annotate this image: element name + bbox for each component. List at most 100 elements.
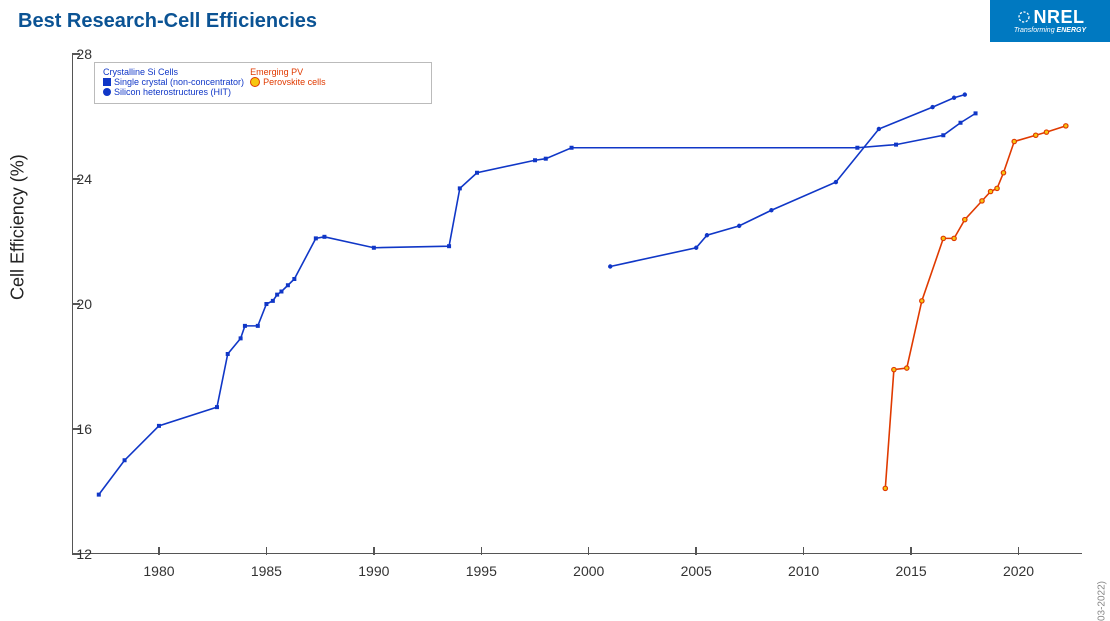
series-marker-si-single-crystal bbox=[286, 283, 290, 287]
legend-group-title: Emerging PV bbox=[250, 67, 326, 77]
revision-text: (Rev. 11-03-2022) bbox=[1097, 581, 1108, 621]
circle-icon bbox=[250, 77, 260, 87]
chart-plot-area: 198019851990199520002005201020152020 bbox=[72, 54, 1082, 554]
series-marker-si-single-crystal bbox=[959, 121, 963, 125]
legend-item: Perovskite cells bbox=[250, 77, 326, 88]
x-tick bbox=[695, 547, 697, 555]
series-marker-perovskite bbox=[988, 189, 992, 193]
series-marker-si-single-crystal bbox=[447, 244, 451, 248]
series-marker-perovskite bbox=[1034, 133, 1038, 137]
y-axis-title: Cell Efficiency (%) bbox=[8, 154, 29, 300]
series-marker-perovskite bbox=[1064, 124, 1068, 128]
series-marker-si-hit bbox=[834, 180, 838, 184]
y-tick-label: 24 bbox=[76, 171, 92, 187]
x-tick bbox=[803, 547, 805, 555]
y-tick-label: 16 bbox=[76, 421, 92, 437]
nrel-logo-text: NREL bbox=[1034, 8, 1085, 26]
series-marker-si-single-crystal bbox=[256, 324, 260, 328]
series-marker-si-single-crystal bbox=[941, 133, 945, 137]
legend-item: Silicon heterostructures (HIT) bbox=[103, 87, 244, 97]
series-marker-perovskite bbox=[920, 299, 924, 303]
legend-group-title: Crystalline Si Cells bbox=[103, 67, 244, 77]
series-marker-si-single-crystal bbox=[123, 458, 127, 462]
x-tick bbox=[588, 547, 590, 555]
x-tick-label: 1995 bbox=[466, 563, 497, 579]
series-marker-perovskite bbox=[1044, 130, 1048, 134]
x-tick-label: 2015 bbox=[896, 563, 927, 579]
series-marker-si-single-crystal bbox=[271, 299, 275, 303]
series-marker-si-single-crystal bbox=[314, 236, 318, 240]
x-tick-label: 1990 bbox=[358, 563, 389, 579]
chart-legend: Crystalline Si Cells Single crystal (non… bbox=[94, 62, 432, 104]
series-marker-si-single-crystal bbox=[570, 146, 574, 150]
chart-svg bbox=[73, 54, 1082, 553]
series-marker-si-hit bbox=[769, 208, 773, 212]
x-tick-label: 1985 bbox=[251, 563, 282, 579]
series-marker-perovskite bbox=[941, 236, 945, 240]
series-marker-si-single-crystal bbox=[372, 246, 376, 250]
series-marker-si-hit bbox=[952, 96, 956, 100]
nrel-logo: NREL Transforming ENERGY bbox=[990, 0, 1110, 42]
series-marker-si-single-crystal bbox=[855, 146, 859, 150]
series-marker-si-hit bbox=[877, 127, 881, 131]
series-marker-perovskite bbox=[905, 366, 909, 370]
nrel-logo-sub-prefix: Transforming bbox=[1014, 27, 1057, 34]
x-tick bbox=[481, 547, 483, 555]
series-line-si-hit bbox=[610, 95, 965, 267]
series-marker-perovskite bbox=[1012, 139, 1016, 143]
series-marker-si-single-crystal bbox=[275, 293, 279, 297]
series-marker-si-single-crystal bbox=[239, 336, 243, 340]
series-marker-si-hit bbox=[705, 233, 709, 237]
series-marker-si-single-crystal bbox=[322, 235, 326, 239]
square-icon bbox=[103, 78, 111, 86]
legend-item-label: Single crystal (non-concentrator) bbox=[114, 77, 244, 87]
series-marker-si-single-crystal bbox=[215, 405, 219, 409]
y-tick-label: 12 bbox=[76, 546, 92, 562]
x-tick-label: 2010 bbox=[788, 563, 819, 579]
series-marker-si-single-crystal bbox=[894, 143, 898, 147]
nrel-logo-main: NREL bbox=[1016, 8, 1085, 26]
series-marker-si-hit bbox=[737, 224, 741, 228]
series-line-perovskite bbox=[885, 126, 1066, 489]
series-marker-si-single-crystal bbox=[475, 171, 479, 175]
series-marker-perovskite bbox=[980, 199, 984, 203]
legend-item: Single crystal (non-concentrator) bbox=[103, 77, 244, 87]
series-marker-si-hit bbox=[608, 264, 612, 268]
series-marker-si-hit bbox=[694, 246, 698, 250]
series-marker-si-single-crystal bbox=[974, 111, 978, 115]
nrel-logo-sub: Transforming ENERGY bbox=[1014, 27, 1086, 34]
nrel-logo-sub-em: ENERGY bbox=[1057, 27, 1087, 34]
y-tick-label: 20 bbox=[76, 296, 92, 312]
x-tick bbox=[158, 547, 160, 555]
series-marker-si-single-crystal bbox=[226, 352, 230, 356]
chart-title: Best Research-Cell Efficiencies bbox=[18, 10, 317, 33]
legend-item-label: Silicon heterostructures (HIT) bbox=[114, 87, 231, 97]
series-marker-perovskite bbox=[1001, 171, 1005, 175]
series-marker-si-single-crystal bbox=[458, 186, 462, 190]
series-marker-perovskite bbox=[963, 217, 967, 221]
series-marker-perovskite bbox=[995, 186, 999, 190]
x-tick bbox=[373, 547, 375, 555]
series-marker-si-hit bbox=[963, 92, 967, 96]
x-tick bbox=[910, 547, 912, 555]
x-tick-label: 2000 bbox=[573, 563, 604, 579]
series-marker-si-single-crystal bbox=[544, 157, 548, 161]
x-tick-label: 2020 bbox=[1003, 563, 1034, 579]
series-marker-si-hit bbox=[930, 105, 934, 109]
legend-table: Crystalline Si Cells Single crystal (non… bbox=[103, 67, 332, 97]
x-tick bbox=[266, 547, 268, 555]
x-tick-label: 1980 bbox=[143, 563, 174, 579]
circle-icon bbox=[103, 88, 111, 96]
x-tick bbox=[1018, 547, 1020, 555]
series-marker-perovskite bbox=[892, 367, 896, 371]
series-marker-si-single-crystal bbox=[533, 158, 537, 162]
y-tick-label: 28 bbox=[76, 46, 92, 62]
x-tick-label: 2005 bbox=[681, 563, 712, 579]
nrel-logo-icon bbox=[1016, 9, 1032, 25]
series-marker-si-single-crystal bbox=[279, 290, 283, 294]
series-marker-si-single-crystal bbox=[292, 277, 296, 281]
series-marker-si-single-crystal bbox=[157, 424, 161, 428]
series-marker-si-single-crystal bbox=[97, 493, 101, 497]
legend-item-label: Perovskite cells bbox=[263, 77, 326, 87]
series-marker-perovskite bbox=[952, 236, 956, 240]
